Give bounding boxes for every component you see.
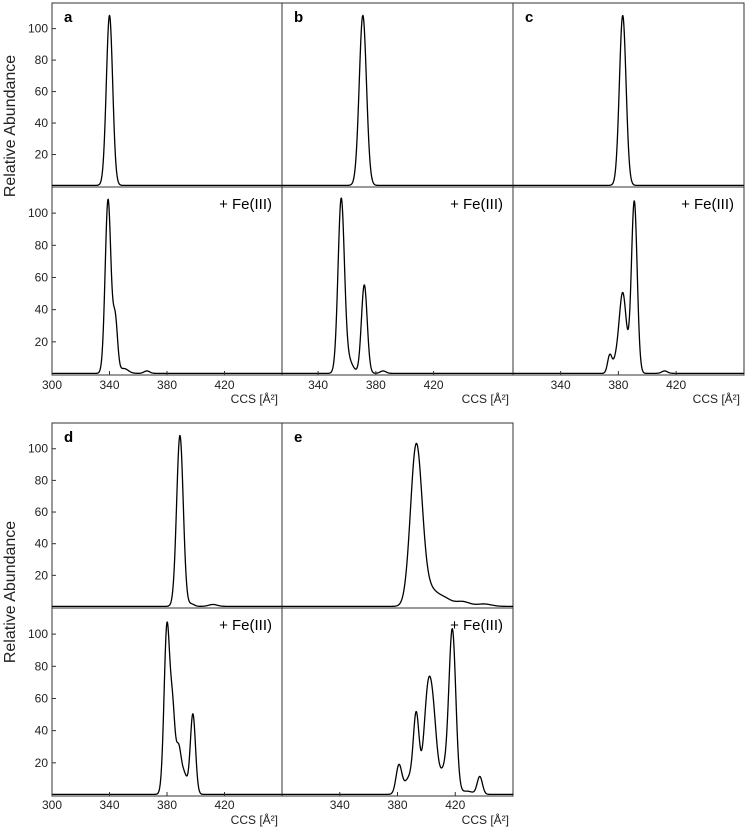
- y-tick-label-d: 100: [28, 442, 48, 456]
- y-tick-label-d: 20: [35, 568, 49, 582]
- x-tick-label-a: 380: [157, 378, 177, 392]
- x-tick-label-a: 420: [214, 378, 234, 392]
- panel-label-a: a: [64, 9, 73, 26]
- x-tick-label-e: 340: [330, 798, 350, 812]
- panel-b-top-frame: [281, 2, 514, 188]
- y-tick-label-a: 20: [35, 148, 49, 162]
- y-tick-label-a: 60: [35, 85, 49, 99]
- x-tick-label-c: 340: [551, 378, 571, 392]
- x-tick-label-e: 420: [445, 798, 465, 812]
- y-tick-label-d: 60: [35, 691, 49, 705]
- trace-c-apo: [512, 14, 745, 187]
- x-tick-label-b: 420: [424, 378, 444, 392]
- x-tick-label-a: 340: [99, 378, 119, 392]
- y-tick-label-a: 80: [35, 238, 49, 252]
- x-tick-label-c: 380: [608, 378, 628, 392]
- panel-label-e: e: [294, 429, 302, 446]
- y-tick-label-a: 40: [35, 116, 49, 130]
- x-tick-label-d: 300: [42, 798, 62, 812]
- trace-b-fe: [281, 197, 514, 375]
- x-axis-label-d: CCS [Å²]: [231, 812, 278, 827]
- y-tick-label-d: 80: [35, 659, 49, 673]
- y-tick-label-a: 60: [35, 270, 49, 284]
- trace-d-fe: [51, 621, 283, 796]
- trace-e-fe: [281, 627, 514, 796]
- trace-e-apo: [281, 442, 514, 608]
- x-tick-label-a: 300: [42, 378, 62, 392]
- trace-d-apo: [51, 434, 283, 608]
- panel-a: a 20 40 60 80 100 + Fe(III) 20 40 60 80 100 300 340 38…: [28, 2, 283, 406]
- y-tick-label-a: 20: [35, 335, 49, 349]
- panel-d: d 20 40 60 80 100 + Fe(III) 20 40 60 80 100 300 340 38…: [28, 422, 283, 827]
- trace-b-apo: [281, 14, 514, 187]
- x-tick-label-b: 380: [366, 378, 386, 392]
- x-axis-label-e: CCS [Å²]: [462, 812, 509, 827]
- panel-e-top-frame: [281, 422, 514, 609]
- panel-b: b + Fe(III) 340 380 420 CCS [Å²]: [281, 2, 514, 406]
- y-tick-label-d: 20: [35, 756, 49, 770]
- panel-label-d: d: [64, 429, 73, 446]
- x-tick-label-e: 380: [387, 798, 407, 812]
- y-tick-label-d: 40: [35, 537, 49, 551]
- y-tick-label-a: 40: [35, 303, 49, 317]
- panel-a-top-frame: [51, 2, 283, 188]
- y-tick-label-a: 100: [28, 22, 48, 36]
- panel-label-b: b: [294, 9, 303, 26]
- x-tick-label-b: 340: [308, 378, 328, 392]
- y-axis-label-top: Relative Abundance: [2, 55, 19, 197]
- x-axis-label-b: CCS [Å²]: [462, 391, 509, 406]
- condition-label-c: + Fe(III): [681, 196, 734, 213]
- y-tick-label-a: 80: [35, 53, 49, 67]
- x-tick-label-d: 420: [214, 798, 234, 812]
- panel-group: a 20 40 60 80 100 + Fe(III) 20 40 60 80 100 300 340 38…: [28, 2, 745, 827]
- y-tick-label-d: 60: [35, 505, 49, 519]
- trace-a-fe: [51, 198, 283, 375]
- panel-c-bottom-frame: [512, 186, 745, 376]
- panel-d-top-frame: [51, 422, 283, 609]
- x-tick-label-d: 340: [99, 798, 119, 812]
- x-tick-label-d: 380: [157, 798, 177, 812]
- x-tick-label-c: 420: [666, 378, 686, 392]
- y-tick-label-d: 80: [35, 473, 49, 487]
- x-axis-label-a: CCS [Å²]: [231, 391, 278, 406]
- panel-label-c: c: [525, 9, 533, 26]
- x-axis-label-c: CCS [Å²]: [693, 391, 740, 406]
- panel-a-bottom-frame: [51, 186, 283, 376]
- condition-label-a: + Fe(III): [219, 196, 272, 213]
- y-tick-label-d: 100: [28, 627, 48, 641]
- condition-label-b: + Fe(III): [450, 196, 503, 213]
- condition-label-e: + Fe(III): [450, 617, 503, 634]
- trace-c-fe: [512, 200, 745, 375]
- panel-b-bottom-frame: [281, 186, 514, 376]
- panel-c-top-frame: [512, 2, 745, 188]
- trace-a-apo: [51, 14, 283, 187]
- y-tick-label-d: 40: [35, 724, 49, 738]
- panel-c: c + Fe(III) 340 380 420 CCS [Å²]: [512, 2, 745, 406]
- y-tick-label-a: 100: [28, 206, 48, 220]
- panel-d-bottom-frame: [51, 607, 283, 797]
- condition-label-d: + Fe(III): [219, 617, 272, 634]
- y-axis-label-bottom: Relative Abundance: [2, 521, 19, 663]
